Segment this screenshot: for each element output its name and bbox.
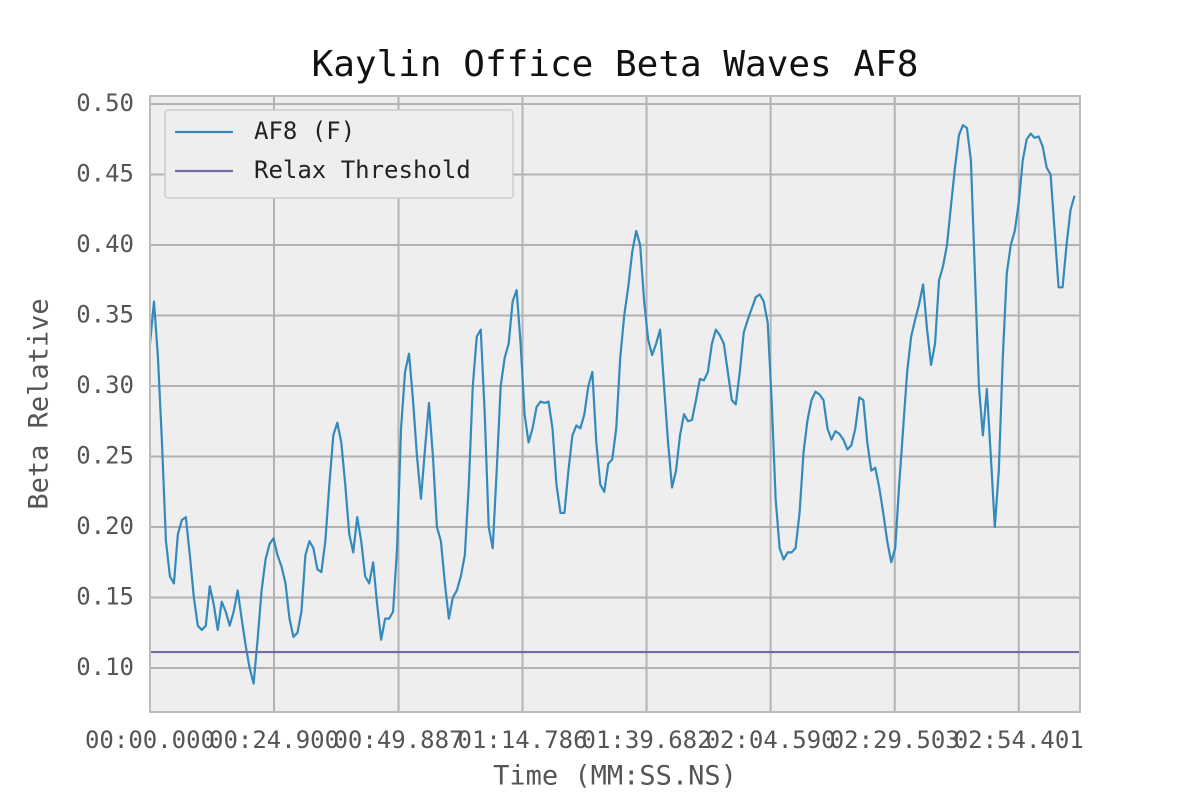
y-tick-label: 0.50 [76,89,134,117]
y-axis-label: Beta Relative [24,298,55,509]
plot-frame [149,95,1081,713]
y-tick-label: 0.40 [76,230,134,258]
y-tick-label: 0.10 [76,653,134,681]
data-line [150,124,1076,685]
data-area [150,124,1080,685]
y-tick-label: 0.20 [76,512,134,540]
x-tick-label: 02:54.401 [954,726,1084,754]
x-axis-label: Time (MM:SS.NS) [493,761,737,792]
y-tick-label: 0.25 [76,442,134,470]
legend: AF8 (F) Relax Threshold [164,109,514,199]
legend-box [164,109,514,199]
y-tick-label: 0.45 [76,160,134,188]
x-tick-label: 02:04.590 [706,726,836,754]
x-tick-label: 02:29.503 [830,726,960,754]
x-tick-label: 01:39.682 [582,726,712,754]
y-tick-label: 0.15 [76,583,134,611]
y-tick-label: 0.35 [76,301,134,329]
x-tick-label: 00:49.887 [333,726,463,754]
x-tick-label: 01:14.786 [458,726,588,754]
legend-label: AF8 (F) [254,117,355,145]
chart-title: Kaylin Office Beta Waves AF8 [312,44,919,85]
x-tick-label: 00:24.900 [209,726,339,754]
legend-label: Relax Threshold [254,156,471,184]
y-tick-label: 0.30 [76,371,134,399]
x-tick-label: 00:00.000 [85,726,215,754]
